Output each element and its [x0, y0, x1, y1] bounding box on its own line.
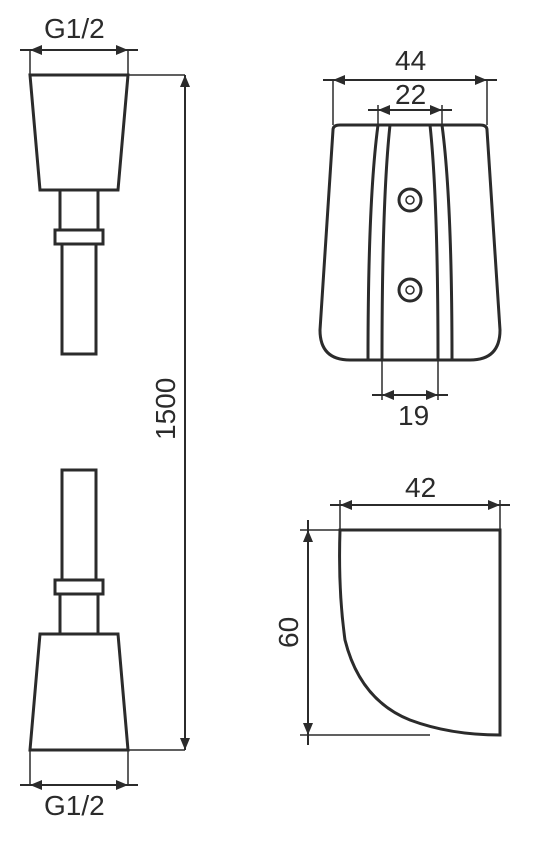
dim-42-label: 42	[405, 472, 436, 503]
technical-drawing: G1/2 G1/2 1500	[0, 0, 546, 851]
hose-connector-bottom	[30, 470, 128, 750]
dim-60-label: 60	[273, 617, 304, 648]
dim-g12-top-label: G1/2	[44, 13, 105, 44]
dim-22-label: 22	[395, 79, 426, 110]
dim-g12-bottom: G1/2	[20, 750, 138, 821]
dim-1500: 1500	[128, 75, 190, 750]
dim-g12-bottom-label: G1/2	[44, 790, 105, 821]
holder-front	[320, 125, 500, 360]
holder-side	[340, 530, 500, 735]
dim-g12-top: G1/2	[20, 13, 138, 75]
dim-19: 19	[372, 360, 448, 431]
dim-44-label: 44	[395, 45, 426, 76]
dim-1500-label: 1500	[150, 378, 181, 440]
dim-42: 42	[330, 472, 510, 530]
dim-19-label: 19	[398, 400, 429, 431]
dim-22: 22	[368, 79, 452, 125]
hose-connector-top	[30, 75, 128, 354]
